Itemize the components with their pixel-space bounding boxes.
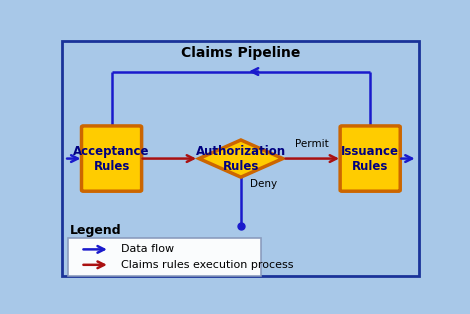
Text: Data flow: Data flow (121, 244, 174, 254)
Text: Legend: Legend (70, 224, 121, 237)
Polygon shape (199, 140, 283, 177)
Text: Authorization
Rules: Authorization Rules (196, 144, 286, 173)
Text: Deny: Deny (250, 179, 277, 189)
Text: Acceptance
Rules: Acceptance Rules (73, 144, 150, 173)
FancyBboxPatch shape (68, 238, 261, 276)
FancyBboxPatch shape (340, 126, 400, 191)
Text: Claims Pipeline: Claims Pipeline (181, 46, 300, 60)
FancyBboxPatch shape (81, 126, 141, 191)
Text: Permit: Permit (296, 139, 329, 149)
FancyBboxPatch shape (63, 41, 419, 276)
Text: Issuance
Rules: Issuance Rules (341, 144, 399, 173)
Text: Claims rules execution process: Claims rules execution process (121, 260, 293, 270)
